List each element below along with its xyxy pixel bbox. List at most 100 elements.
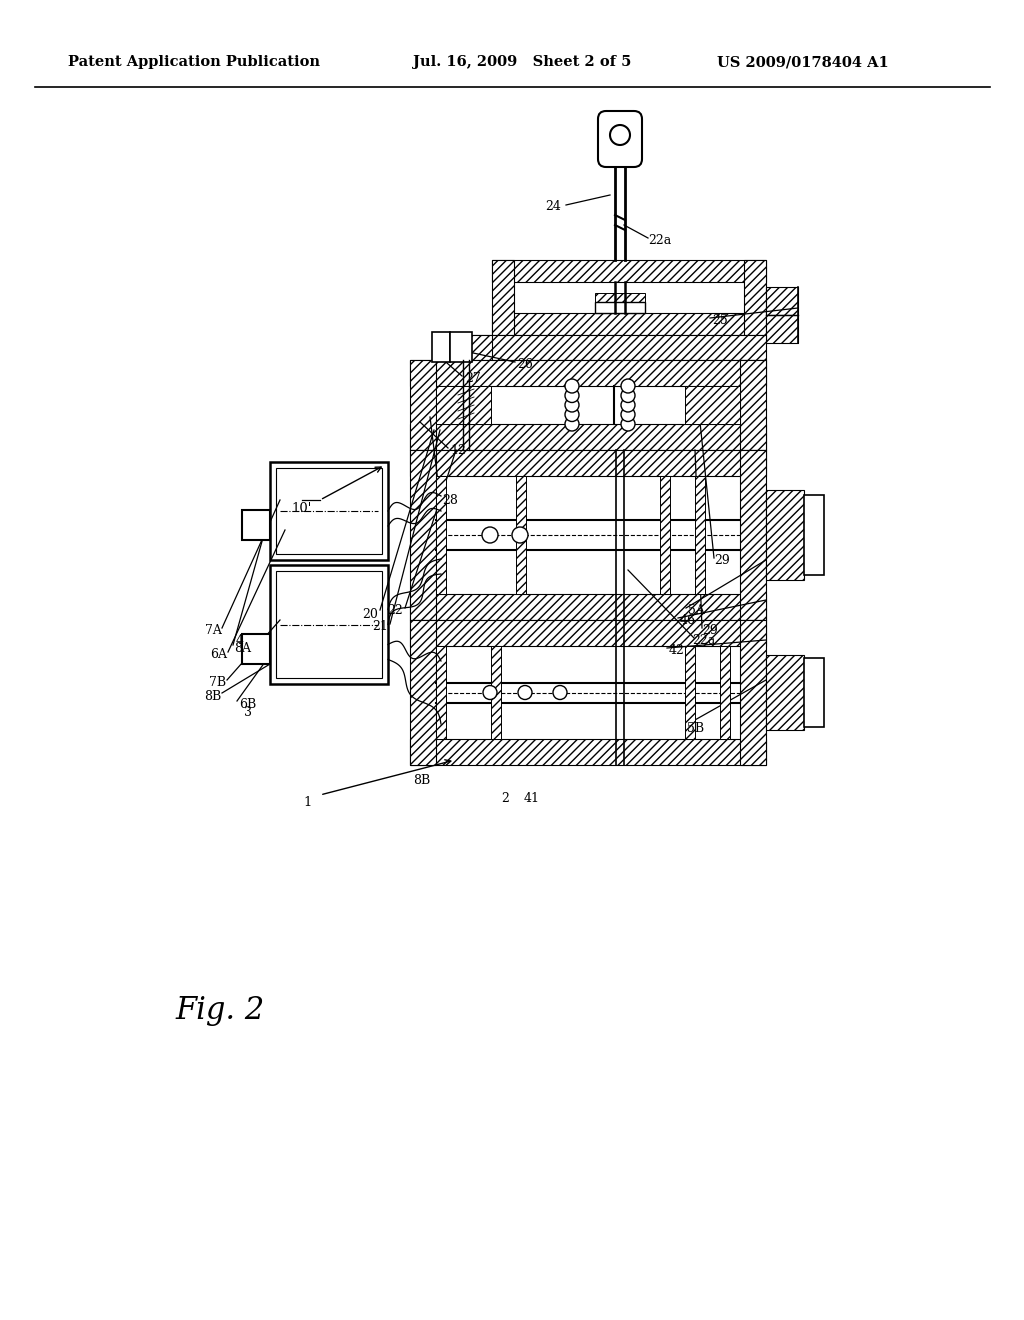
Bar xyxy=(492,260,766,282)
Bar xyxy=(410,594,766,620)
Bar xyxy=(410,450,436,620)
Bar xyxy=(276,572,382,678)
Text: US 2009/0178404 A1: US 2009/0178404 A1 xyxy=(717,55,889,69)
Bar xyxy=(595,302,645,313)
Bar xyxy=(410,360,436,450)
Circle shape xyxy=(621,388,635,403)
Bar xyxy=(766,315,798,343)
Circle shape xyxy=(621,379,635,393)
Text: 12: 12 xyxy=(451,445,466,458)
Text: 6B: 6B xyxy=(240,697,257,710)
Bar xyxy=(436,385,740,424)
Bar xyxy=(740,450,766,620)
Circle shape xyxy=(553,685,567,700)
Circle shape xyxy=(512,527,528,543)
Text: 4: 4 xyxy=(236,634,244,647)
Bar xyxy=(766,477,804,594)
Bar xyxy=(472,335,766,360)
Text: 22a: 22a xyxy=(692,635,716,648)
Bar xyxy=(410,450,766,477)
Bar xyxy=(276,469,382,554)
Bar xyxy=(432,333,450,362)
Text: 2: 2 xyxy=(501,792,509,804)
Circle shape xyxy=(518,685,532,700)
Text: 41: 41 xyxy=(524,792,540,804)
Text: 27: 27 xyxy=(465,372,481,385)
Bar xyxy=(436,385,490,424)
Text: 5A: 5A xyxy=(687,605,705,618)
Circle shape xyxy=(565,399,579,412)
Text: 29: 29 xyxy=(702,624,718,638)
Text: 1: 1 xyxy=(304,796,312,808)
Text: 8B: 8B xyxy=(414,774,431,787)
Text: 29: 29 xyxy=(714,554,730,568)
Text: 25: 25 xyxy=(712,314,728,327)
Bar xyxy=(242,510,270,540)
Text: 28: 28 xyxy=(442,494,458,507)
Bar xyxy=(766,645,804,739)
Circle shape xyxy=(565,417,579,432)
Bar xyxy=(410,424,766,450)
Bar xyxy=(595,293,645,313)
Bar xyxy=(766,490,804,579)
Circle shape xyxy=(565,379,579,393)
Bar xyxy=(740,620,766,766)
Text: 5B: 5B xyxy=(687,722,705,734)
Bar xyxy=(720,645,730,739)
Text: Jul. 16, 2009   Sheet 2 of 5: Jul. 16, 2009 Sheet 2 of 5 xyxy=(413,55,632,69)
Bar xyxy=(432,335,492,360)
Text: 7A: 7A xyxy=(205,624,221,638)
Bar xyxy=(695,477,705,594)
Bar xyxy=(410,620,766,645)
Circle shape xyxy=(621,399,635,412)
Text: 26: 26 xyxy=(517,358,532,371)
Bar xyxy=(492,313,766,335)
Text: 3: 3 xyxy=(244,706,252,719)
Text: 8B: 8B xyxy=(205,689,221,702)
Bar xyxy=(740,360,766,450)
Text: 42: 42 xyxy=(669,644,685,657)
Circle shape xyxy=(483,685,497,700)
Bar xyxy=(766,286,798,315)
Bar xyxy=(514,282,744,313)
Bar xyxy=(436,477,446,594)
FancyBboxPatch shape xyxy=(598,111,642,168)
Text: 10': 10' xyxy=(292,502,312,515)
Text: 6A: 6A xyxy=(211,648,227,661)
Text: 7B: 7B xyxy=(210,676,226,689)
Bar xyxy=(685,385,740,424)
Bar xyxy=(436,477,740,594)
Bar xyxy=(804,657,824,727)
Circle shape xyxy=(621,408,635,421)
Circle shape xyxy=(482,527,498,543)
Bar xyxy=(436,645,740,739)
Bar xyxy=(744,260,766,335)
Bar xyxy=(492,260,514,335)
Bar xyxy=(450,333,472,362)
Bar xyxy=(270,565,388,684)
Text: 8A: 8A xyxy=(234,642,252,655)
Bar xyxy=(242,634,270,664)
Text: Patent Application Publication: Patent Application Publication xyxy=(68,55,319,69)
Bar xyxy=(410,620,436,766)
Text: 21: 21 xyxy=(372,620,388,634)
Bar xyxy=(660,477,670,594)
Text: 22: 22 xyxy=(387,605,402,618)
Bar xyxy=(490,645,501,739)
Circle shape xyxy=(565,388,579,403)
Bar xyxy=(436,645,446,739)
Bar xyxy=(516,477,526,594)
Text: 22a: 22a xyxy=(648,234,672,247)
Bar xyxy=(766,655,804,730)
Bar xyxy=(270,462,388,560)
Circle shape xyxy=(621,417,635,432)
Bar xyxy=(685,645,695,739)
Text: 24: 24 xyxy=(545,201,561,214)
Circle shape xyxy=(565,408,579,421)
Circle shape xyxy=(610,125,630,145)
Text: 46: 46 xyxy=(680,615,696,627)
Bar xyxy=(410,360,766,385)
Text: Fig. 2: Fig. 2 xyxy=(175,994,264,1026)
Text: 20: 20 xyxy=(362,607,378,620)
Bar xyxy=(804,495,824,576)
